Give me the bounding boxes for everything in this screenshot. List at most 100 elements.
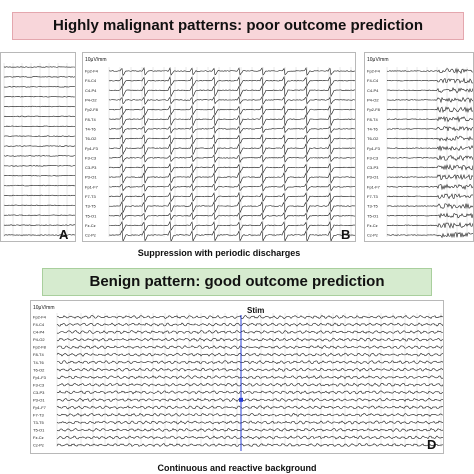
channel-label: Fz-Cz [33, 435, 44, 440]
eeg-trace [3, 76, 75, 78]
channel-label: Cz-Pz [85, 233, 96, 238]
eeg-trace [3, 234, 75, 236]
eeg-trace [386, 67, 473, 75]
channel-label: C4-P4 [367, 88, 379, 93]
eeg-traces-d: 10μV/mm Fp2-F4 F4-C4 C4-P4 P4-O2 Fp2-F8 F8-T4 T… [33, 305, 443, 451]
eeg-trace [56, 390, 443, 395]
scale-label: 10μV/mm [85, 57, 107, 63]
channel-label: Fp2-F4 [33, 315, 47, 320]
caption-d: Continuous and reactive background [157, 463, 317, 473]
channel-label: F4-C4 [367, 78, 379, 83]
stim-label: Stim [247, 306, 265, 315]
eeg-trace [386, 155, 473, 161]
channel-label: Fp1-F7 [85, 184, 99, 189]
eeg-trace [56, 360, 443, 365]
channel-label: F8-T4 [85, 117, 96, 122]
eeg-trace [3, 95, 75, 98]
eeg-trace [108, 104, 355, 116]
eeg-trace [108, 142, 355, 156]
channel-label: F4-C4 [85, 78, 97, 83]
eeg-trace [108, 75, 355, 88]
eeg-trace [56, 412, 443, 417]
channel-label: T3-T5 [33, 420, 44, 425]
channel-label: P3-O1 [367, 175, 379, 180]
eeg-trace [386, 202, 473, 210]
eeg-trace [3, 145, 75, 147]
channel-label: Fp1-F3 [85, 146, 99, 151]
channel-label: Fz-Cz [85, 223, 96, 228]
scale-label: 10μV/mm [33, 305, 55, 311]
eeg-trace [386, 86, 473, 94]
eeg-trace [56, 330, 443, 335]
eeg-trace [386, 193, 473, 200]
channel-label: F3-C3 [85, 155, 97, 160]
channel-label: Fp2-F4 [367, 69, 381, 74]
eeg-trace [3, 86, 75, 88]
eeg-trace [108, 84, 355, 98]
channel-label: C3-P3 [367, 165, 379, 170]
channel-label: Fp1-F3 [33, 375, 47, 380]
eeg-trace [3, 165, 75, 167]
channel-label: T5-O1 [33, 428, 45, 433]
channel-label: T4-T6 [367, 126, 378, 131]
eeg-trace [3, 174, 75, 177]
eeg-trace [3, 204, 75, 207]
benign-banner: Benign pattern: good outcome prediction [42, 268, 432, 296]
stim-marker [239, 397, 243, 402]
eeg-trace [108, 113, 355, 127]
eeg-trace [386, 135, 473, 142]
eeg-trace [386, 232, 473, 239]
channel-label: Fp1-F7 [367, 184, 381, 189]
channel-label: F8-T4 [33, 352, 44, 357]
channel-label: T6-O2 [367, 136, 379, 141]
channel-label: T3-T5 [85, 204, 96, 209]
channel-label: Fp2-F8 [33, 345, 47, 350]
channel-label: F7-T3 [85, 194, 96, 199]
eeg-traces-a [3, 63, 75, 237]
panel-letter-b: B [341, 227, 351, 242]
channel-label: P4-O2 [367, 98, 379, 103]
eeg-trace [3, 115, 75, 118]
channel-label: Fp2-F8 [367, 107, 381, 112]
channel-label: C4-P4 [85, 88, 97, 93]
eeg-trace [3, 224, 75, 226]
eeg-trace [386, 115, 473, 123]
channel-label: Fp1-F7 [33, 405, 47, 410]
eeg-trace [56, 352, 443, 357]
eeg-trace [3, 105, 75, 108]
channel-label: T5-O1 [367, 213, 379, 218]
eeg-trace [56, 427, 443, 432]
eeg-trace [3, 155, 75, 157]
scale-label: 10μV/mm [367, 57, 389, 63]
eeg-trace [386, 106, 473, 114]
channel-label: T6-O2 [85, 136, 97, 141]
eeg-trace [387, 96, 473, 104]
eeg-trace [108, 154, 355, 164]
channel-label: F3-C3 [33, 382, 45, 387]
eeg-trace [56, 367, 443, 372]
eeg-trace [108, 191, 355, 203]
channel-label: F4-C4 [33, 322, 45, 327]
channel-label: Fp2-F4 [85, 69, 99, 74]
eeg-trace [108, 162, 355, 174]
channel-label: T4-T6 [85, 126, 96, 131]
eeg-trace [56, 322, 443, 327]
eeg-trace [386, 173, 473, 181]
channel-label: T4-T6 [33, 360, 44, 365]
eeg-trace [386, 144, 473, 152]
eeg-panel-c: 10μV/mm Fp2-F4 F4-C4 C4-P4 P4-O2 Fp2-F8 F8-T4 T… [364, 52, 474, 242]
eeg-trace [3, 214, 75, 216]
eeg-trace [386, 164, 473, 171]
channel-label: P3-O1 [33, 397, 45, 402]
channel-label: T5-O1 [85, 213, 97, 218]
eeg-trace [56, 443, 443, 447]
channel-label: F3-C3 [367, 155, 379, 160]
eeg-trace [56, 435, 443, 440]
eeg-trace [108, 220, 355, 232]
eeg-trace [56, 345, 443, 350]
eeg-trace [56, 314, 443, 320]
eeg-trace [108, 211, 355, 221]
eeg-trace [386, 126, 473, 132]
channel-label: P3-O1 [85, 175, 97, 180]
eeg-trace [386, 212, 473, 219]
